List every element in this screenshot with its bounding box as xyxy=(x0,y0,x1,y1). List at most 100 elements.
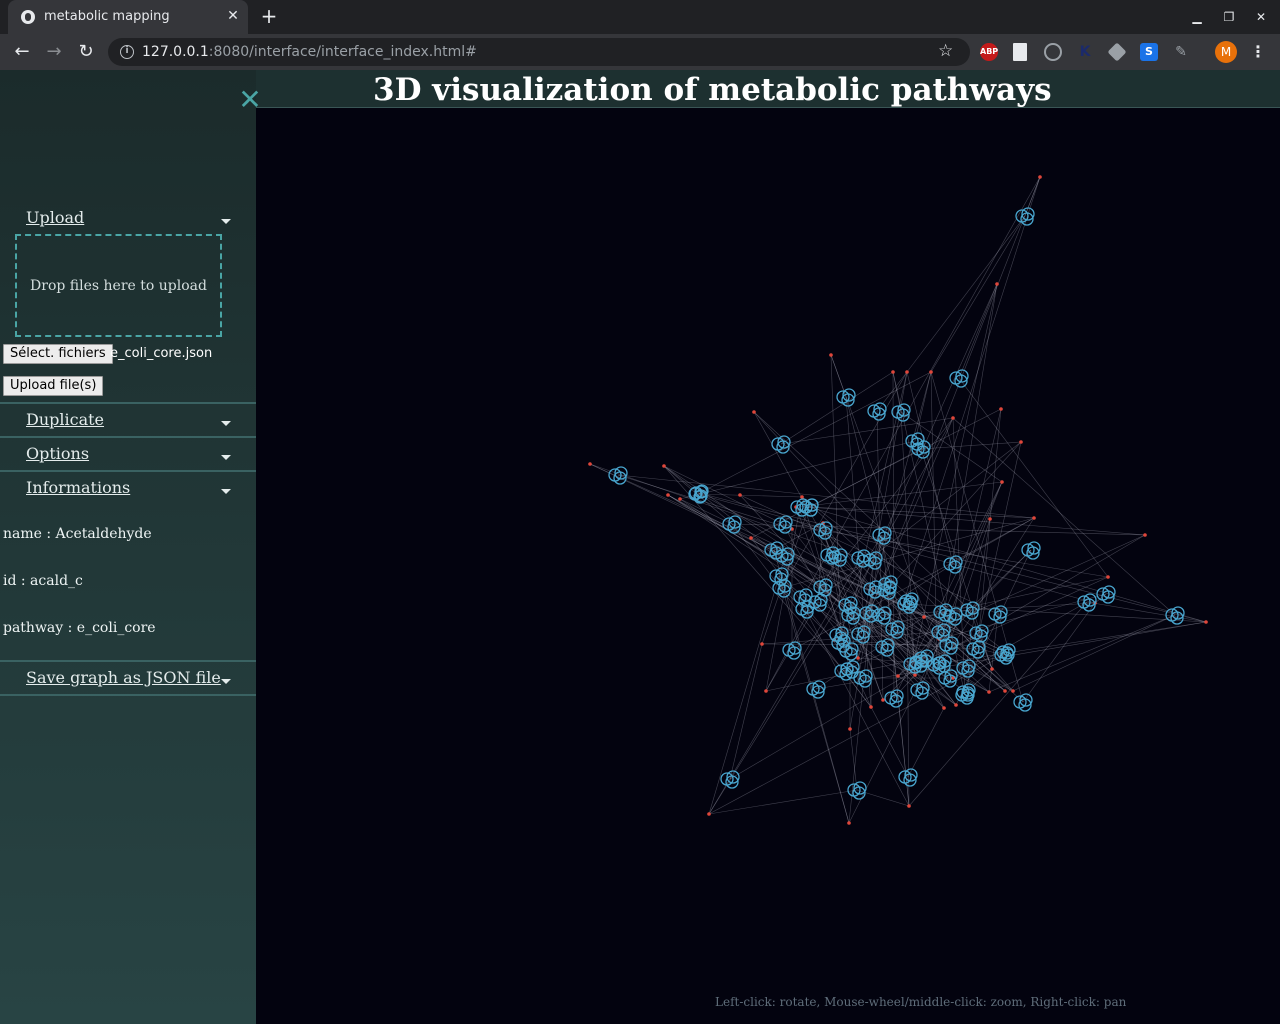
metabolite-node[interactable] xyxy=(943,555,963,574)
reaction-node[interactable] xyxy=(760,642,764,646)
reaction-node[interactable] xyxy=(891,370,895,374)
avatar[interactable]: M xyxy=(1215,41,1237,63)
metabolite-node[interactable] xyxy=(831,634,851,653)
metabolite-node[interactable] xyxy=(838,596,858,615)
reaction-node[interactable] xyxy=(662,464,666,468)
metabolite-node[interactable] xyxy=(834,662,854,681)
forward-arrow-icon[interactable]: → xyxy=(46,41,62,62)
reaction-node[interactable] xyxy=(749,536,753,540)
options-section-title[interactable]: Options xyxy=(26,444,90,463)
metabolite-node[interactable] xyxy=(1021,541,1041,560)
reaction-node[interactable] xyxy=(990,667,994,671)
informations-caret-icon[interactable] xyxy=(221,489,231,494)
metabolite-node[interactable] xyxy=(1096,585,1116,604)
duplicate-caret-icon[interactable] xyxy=(221,421,231,426)
address-bar[interactable]: i 127.0.0.1:8080/interface/interface_ind… xyxy=(108,38,970,66)
reaction-node[interactable] xyxy=(896,674,900,678)
metabolite-node[interactable] xyxy=(720,770,740,789)
tab-close-icon[interactable]: ✕ xyxy=(227,8,239,24)
metabolite-node[interactable] xyxy=(911,440,931,459)
metabolite-node[interactable] xyxy=(1077,593,1097,612)
metabolite-node[interactable] xyxy=(949,369,969,388)
pathway-graph-canvas[interactable] xyxy=(256,109,1280,1024)
metabolite-node[interactable] xyxy=(884,689,904,708)
metabolite-node[interactable] xyxy=(839,642,859,661)
reaction-node[interactable] xyxy=(666,493,670,497)
reaction-node[interactable] xyxy=(847,821,851,825)
reaction-node[interactable] xyxy=(1204,620,1208,624)
metabolite-node[interactable] xyxy=(939,636,959,655)
reaction-node[interactable] xyxy=(1003,689,1007,693)
reaction-node[interactable] xyxy=(1019,440,1023,444)
reaction-node[interactable] xyxy=(999,407,1003,411)
metabolite-node[interactable] xyxy=(859,604,879,623)
tag-icon[interactable] xyxy=(1107,42,1127,62)
info-icon[interactable]: i xyxy=(120,45,134,59)
metabolite-node[interactable] xyxy=(863,580,883,599)
metabolite-node[interactable] xyxy=(799,498,819,517)
select-files-button[interactable]: Sélect. fichiers xyxy=(3,344,113,364)
close-sidebar-icon[interactable]: ✕ xyxy=(238,83,262,116)
save-json-section-title[interactable]: Save graph as JSON file xyxy=(26,668,221,687)
bookmark-star-icon[interactable]: ☆ xyxy=(938,41,954,61)
reaction-node[interactable] xyxy=(764,689,768,693)
github-icon[interactable] xyxy=(1044,43,1062,61)
upload-files-button[interactable]: Upload file(s) xyxy=(3,376,104,396)
metabolite-node[interactable] xyxy=(689,484,709,503)
metabolite-node[interactable] xyxy=(851,625,871,644)
metabolite-node[interactable] xyxy=(872,526,892,545)
metabolite-node[interactable] xyxy=(910,681,930,700)
reaction-node[interactable] xyxy=(1011,689,1015,693)
metabolite-node[interactable] xyxy=(960,601,980,620)
reaction-node[interactable] xyxy=(588,462,592,466)
upload-section-title[interactable]: Upload xyxy=(26,208,85,227)
reaction-node[interactable] xyxy=(942,706,946,710)
metabolite-node[interactable] xyxy=(872,606,892,625)
metabolite-node[interactable] xyxy=(782,641,802,660)
metabolite-node[interactable] xyxy=(933,603,953,622)
reaction-node[interactable] xyxy=(869,705,873,709)
reaction-node[interactable] xyxy=(800,495,804,499)
s-extension-icon[interactable]: S xyxy=(1140,43,1158,61)
k-icon[interactable]: K xyxy=(1079,44,1091,60)
reaction-node[interactable] xyxy=(829,353,833,357)
metabolite-node[interactable] xyxy=(898,768,918,787)
file-icon[interactable] xyxy=(1013,43,1027,61)
duplicate-section-title[interactable]: Duplicate xyxy=(26,410,105,429)
reaction-node[interactable] xyxy=(922,615,926,619)
reaction-node[interactable] xyxy=(951,416,955,420)
metabolite-node[interactable] xyxy=(608,466,628,485)
reload-icon[interactable]: ↻ xyxy=(78,41,94,62)
informations-section-title[interactable]: Informations xyxy=(26,478,131,497)
metabolite-node[interactable] xyxy=(891,403,911,422)
reaction-node[interactable] xyxy=(907,804,911,808)
metabolite-node[interactable] xyxy=(996,643,1016,662)
window-close-icon[interactable]: ✕ xyxy=(1255,10,1267,24)
new-tab-button[interactable]: + xyxy=(260,4,278,28)
metabolite-node[interactable] xyxy=(885,620,905,639)
metabolite-node[interactable] xyxy=(764,541,784,560)
metabolite-node[interactable] xyxy=(1165,606,1185,625)
metabolite-node[interactable] xyxy=(931,623,951,642)
metabolite-node[interactable] xyxy=(867,402,887,421)
upload-caret-icon[interactable] xyxy=(221,219,231,224)
metabolite-node[interactable] xyxy=(853,669,873,688)
metabolite-node[interactable] xyxy=(851,549,871,568)
metabolite-node[interactable] xyxy=(813,521,833,540)
metabolite-node[interactable] xyxy=(966,640,986,659)
minimize-icon[interactable]: ▁ xyxy=(1192,10,1202,24)
metabolite-node[interactable] xyxy=(875,638,895,657)
reaction-node[interactable] xyxy=(881,698,885,702)
reaction-node[interactable] xyxy=(905,370,909,374)
reaction-node[interactable] xyxy=(848,727,852,731)
metabolite-node[interactable] xyxy=(795,600,815,619)
metabolite-node[interactable] xyxy=(688,485,708,504)
upload-dropzone[interactable]: Drop files here to upload xyxy=(15,234,222,337)
restore-icon[interactable]: ❐ xyxy=(1223,10,1235,24)
metabolite-node[interactable] xyxy=(909,654,929,673)
reaction-node[interactable] xyxy=(913,673,917,677)
reaction-node[interactable] xyxy=(856,656,860,660)
metabolite-node[interactable] xyxy=(878,575,898,594)
back-arrow-icon[interactable]: ← xyxy=(14,41,30,62)
reaction-node[interactable] xyxy=(995,282,999,286)
